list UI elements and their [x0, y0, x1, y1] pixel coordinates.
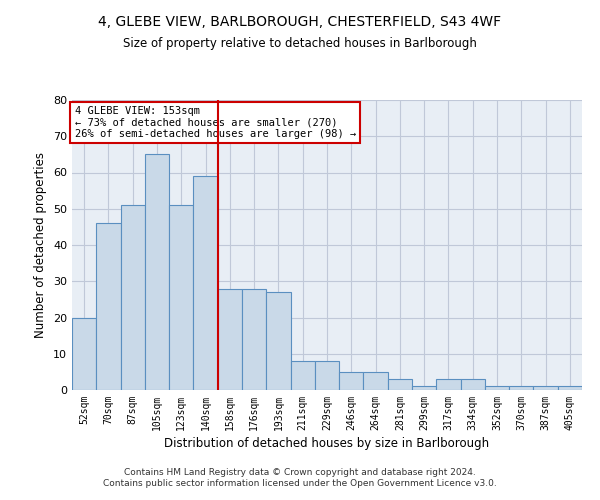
- Bar: [436, 379, 461, 390]
- Bar: [412, 386, 436, 390]
- Bar: [121, 205, 145, 390]
- Bar: [193, 176, 218, 390]
- Text: 4 GLEBE VIEW: 153sqm
← 73% of detached houses are smaller (270)
26% of semi-deta: 4 GLEBE VIEW: 153sqm ← 73% of detached h…: [74, 106, 356, 139]
- Bar: [558, 386, 582, 390]
- Bar: [388, 379, 412, 390]
- Bar: [266, 292, 290, 390]
- Bar: [509, 386, 533, 390]
- Bar: [218, 288, 242, 390]
- Bar: [315, 361, 339, 390]
- Bar: [364, 372, 388, 390]
- Bar: [242, 288, 266, 390]
- Bar: [339, 372, 364, 390]
- Text: 4, GLEBE VIEW, BARLBOROUGH, CHESTERFIELD, S43 4WF: 4, GLEBE VIEW, BARLBOROUGH, CHESTERFIELD…: [98, 15, 502, 29]
- Bar: [461, 379, 485, 390]
- X-axis label: Distribution of detached houses by size in Barlborough: Distribution of detached houses by size …: [164, 437, 490, 450]
- Bar: [290, 361, 315, 390]
- Bar: [96, 223, 121, 390]
- Bar: [485, 386, 509, 390]
- Bar: [533, 386, 558, 390]
- Bar: [145, 154, 169, 390]
- Text: Size of property relative to detached houses in Barlborough: Size of property relative to detached ho…: [123, 38, 477, 51]
- Bar: [169, 205, 193, 390]
- Y-axis label: Number of detached properties: Number of detached properties: [34, 152, 47, 338]
- Text: Contains HM Land Registry data © Crown copyright and database right 2024.
Contai: Contains HM Land Registry data © Crown c…: [103, 468, 497, 487]
- Bar: [72, 318, 96, 390]
